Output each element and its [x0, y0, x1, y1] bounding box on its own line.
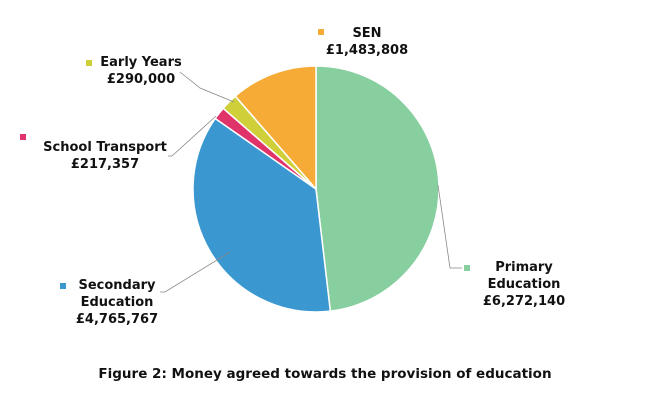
data-label: School Transport £217,357	[30, 139, 180, 173]
label-marker	[318, 29, 324, 35]
label-marker	[20, 134, 26, 140]
leader-line	[179, 71, 235, 103]
leader-line	[160, 251, 231, 293]
label-marker	[86, 60, 92, 66]
category-label: SEN	[352, 26, 382, 41]
value-label: £217,357	[70, 157, 140, 172]
value-label: £6,272,140	[482, 294, 566, 309]
pie-slice	[315, 65, 440, 312]
data-label: SEN £1,483,808	[322, 25, 412, 59]
data-label: Secondary Education £4,765,767	[62, 277, 172, 328]
value-label: £4,765,767	[75, 312, 159, 327]
data-label: Primary Education £6,272,140	[474, 259, 574, 310]
value-label: £1,483,808	[325, 43, 409, 58]
category-label: School Transport	[43, 140, 167, 155]
category-label: Early Years	[100, 55, 182, 70]
value-label: £290,000	[106, 72, 176, 87]
label-marker	[464, 265, 470, 271]
leader-line	[168, 115, 217, 157]
chart-title: Figure 2: Money agreed towards the provi…	[98, 366, 552, 382]
category-label: Secondary Education	[78, 278, 156, 310]
leader-line	[437, 184, 462, 269]
label-marker	[60, 283, 66, 289]
category-label: Primary Education	[487, 260, 561, 292]
pie-slice	[192, 117, 332, 313]
pie-slice	[234, 65, 317, 192]
data-label: Early Years £290,000	[82, 54, 200, 88]
